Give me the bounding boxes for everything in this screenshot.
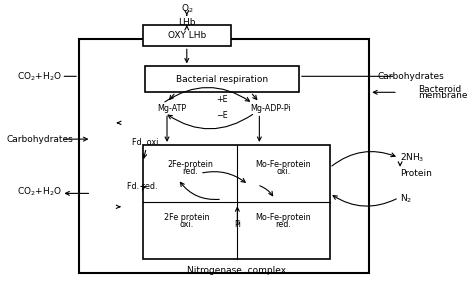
Text: Pi: Pi (234, 220, 241, 229)
Text: Fd. red.: Fd. red. (127, 182, 157, 191)
Text: 2Fe protein: 2Fe protein (164, 213, 210, 222)
Bar (145, 66, 299, 92)
Text: red.: red. (275, 220, 292, 229)
Text: Protein: Protein (400, 169, 432, 178)
Text: Carbohydrates: Carbohydrates (6, 135, 73, 144)
Text: Bacterial respiration: Bacterial respiration (176, 75, 268, 84)
Text: Mo-Fe-protein: Mo-Fe-protein (256, 213, 311, 222)
Text: oxi.: oxi. (276, 167, 291, 177)
Text: LHb: LHb (178, 18, 196, 27)
Text: OXY LHb: OXY LHb (168, 31, 206, 40)
Text: red.: red. (182, 167, 198, 177)
Text: CO$_2$+H$_2$O: CO$_2$+H$_2$O (17, 186, 62, 198)
Text: −E: −E (216, 111, 228, 120)
Text: CO$_2$+H$_2$O: CO$_2$+H$_2$O (17, 70, 62, 83)
Text: Mo-Fe-protein: Mo-Fe-protein (256, 160, 311, 169)
Text: Carbohydrates: Carbohydrates (378, 72, 445, 81)
Bar (143, 25, 231, 46)
Text: 2NH$_3$: 2NH$_3$ (400, 151, 425, 164)
Bar (79, 39, 369, 273)
Text: N$_2$: N$_2$ (400, 193, 412, 205)
Text: Bacteroid: Bacteroid (418, 85, 461, 94)
Text: Nitrogenase  complex: Nitrogenase complex (187, 266, 286, 275)
Text: 2Fe-protein: 2Fe-protein (167, 160, 213, 169)
Text: Mg-ADP-Pi: Mg-ADP-Pi (250, 104, 291, 113)
Bar (143, 145, 330, 259)
Text: Mg-ATP: Mg-ATP (157, 104, 186, 113)
Text: membrane: membrane (418, 91, 467, 100)
Text: oxi.: oxi. (180, 220, 194, 229)
Text: +E: +E (216, 95, 228, 104)
Text: Fd. oxi.: Fd. oxi. (132, 138, 161, 147)
Text: O$_2$: O$_2$ (181, 3, 193, 16)
